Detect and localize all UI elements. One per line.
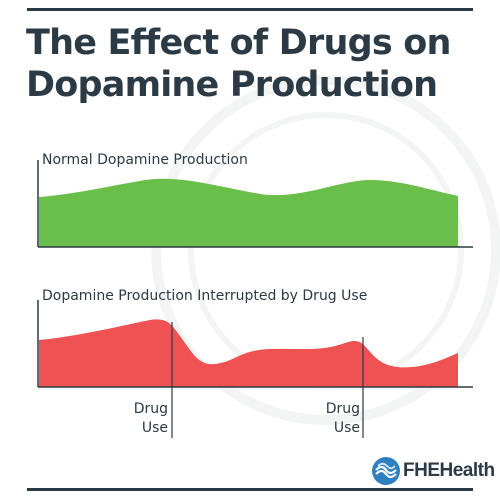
brand-name: FHEHealth	[403, 460, 495, 481]
bottom-rule	[27, 488, 473, 491]
interrupted-production-area	[39, 319, 458, 387]
interrupted-panel-label: Dopamine Production Interrupted by Drug …	[42, 288, 368, 304]
wave-icon	[372, 457, 400, 485]
drug-use-label-2-line-2: Use	[333, 420, 360, 436]
title-line-2: Dopamine Production	[26, 65, 438, 105]
drug-use-label-1-line-1: Drug	[133, 401, 168, 417]
title-line-1: The Effect of Drugs on	[26, 23, 451, 63]
page-title: The Effect of Drugs on Dopamine Producti…	[26, 22, 486, 106]
drug-use-label-1: Drug Use	[108, 400, 168, 438]
drug-use-label-1-line-2: Use	[141, 420, 168, 436]
normal-panel-label: Normal Dopamine Production	[42, 152, 248, 168]
brand-logo: FHEHealth	[372, 456, 495, 486]
normal-production-area	[39, 178, 458, 247]
drug-use-label-2: Drug Use	[300, 400, 360, 438]
top-rule	[27, 8, 473, 11]
drug-use-label-2-line-1: Drug	[325, 401, 360, 417]
